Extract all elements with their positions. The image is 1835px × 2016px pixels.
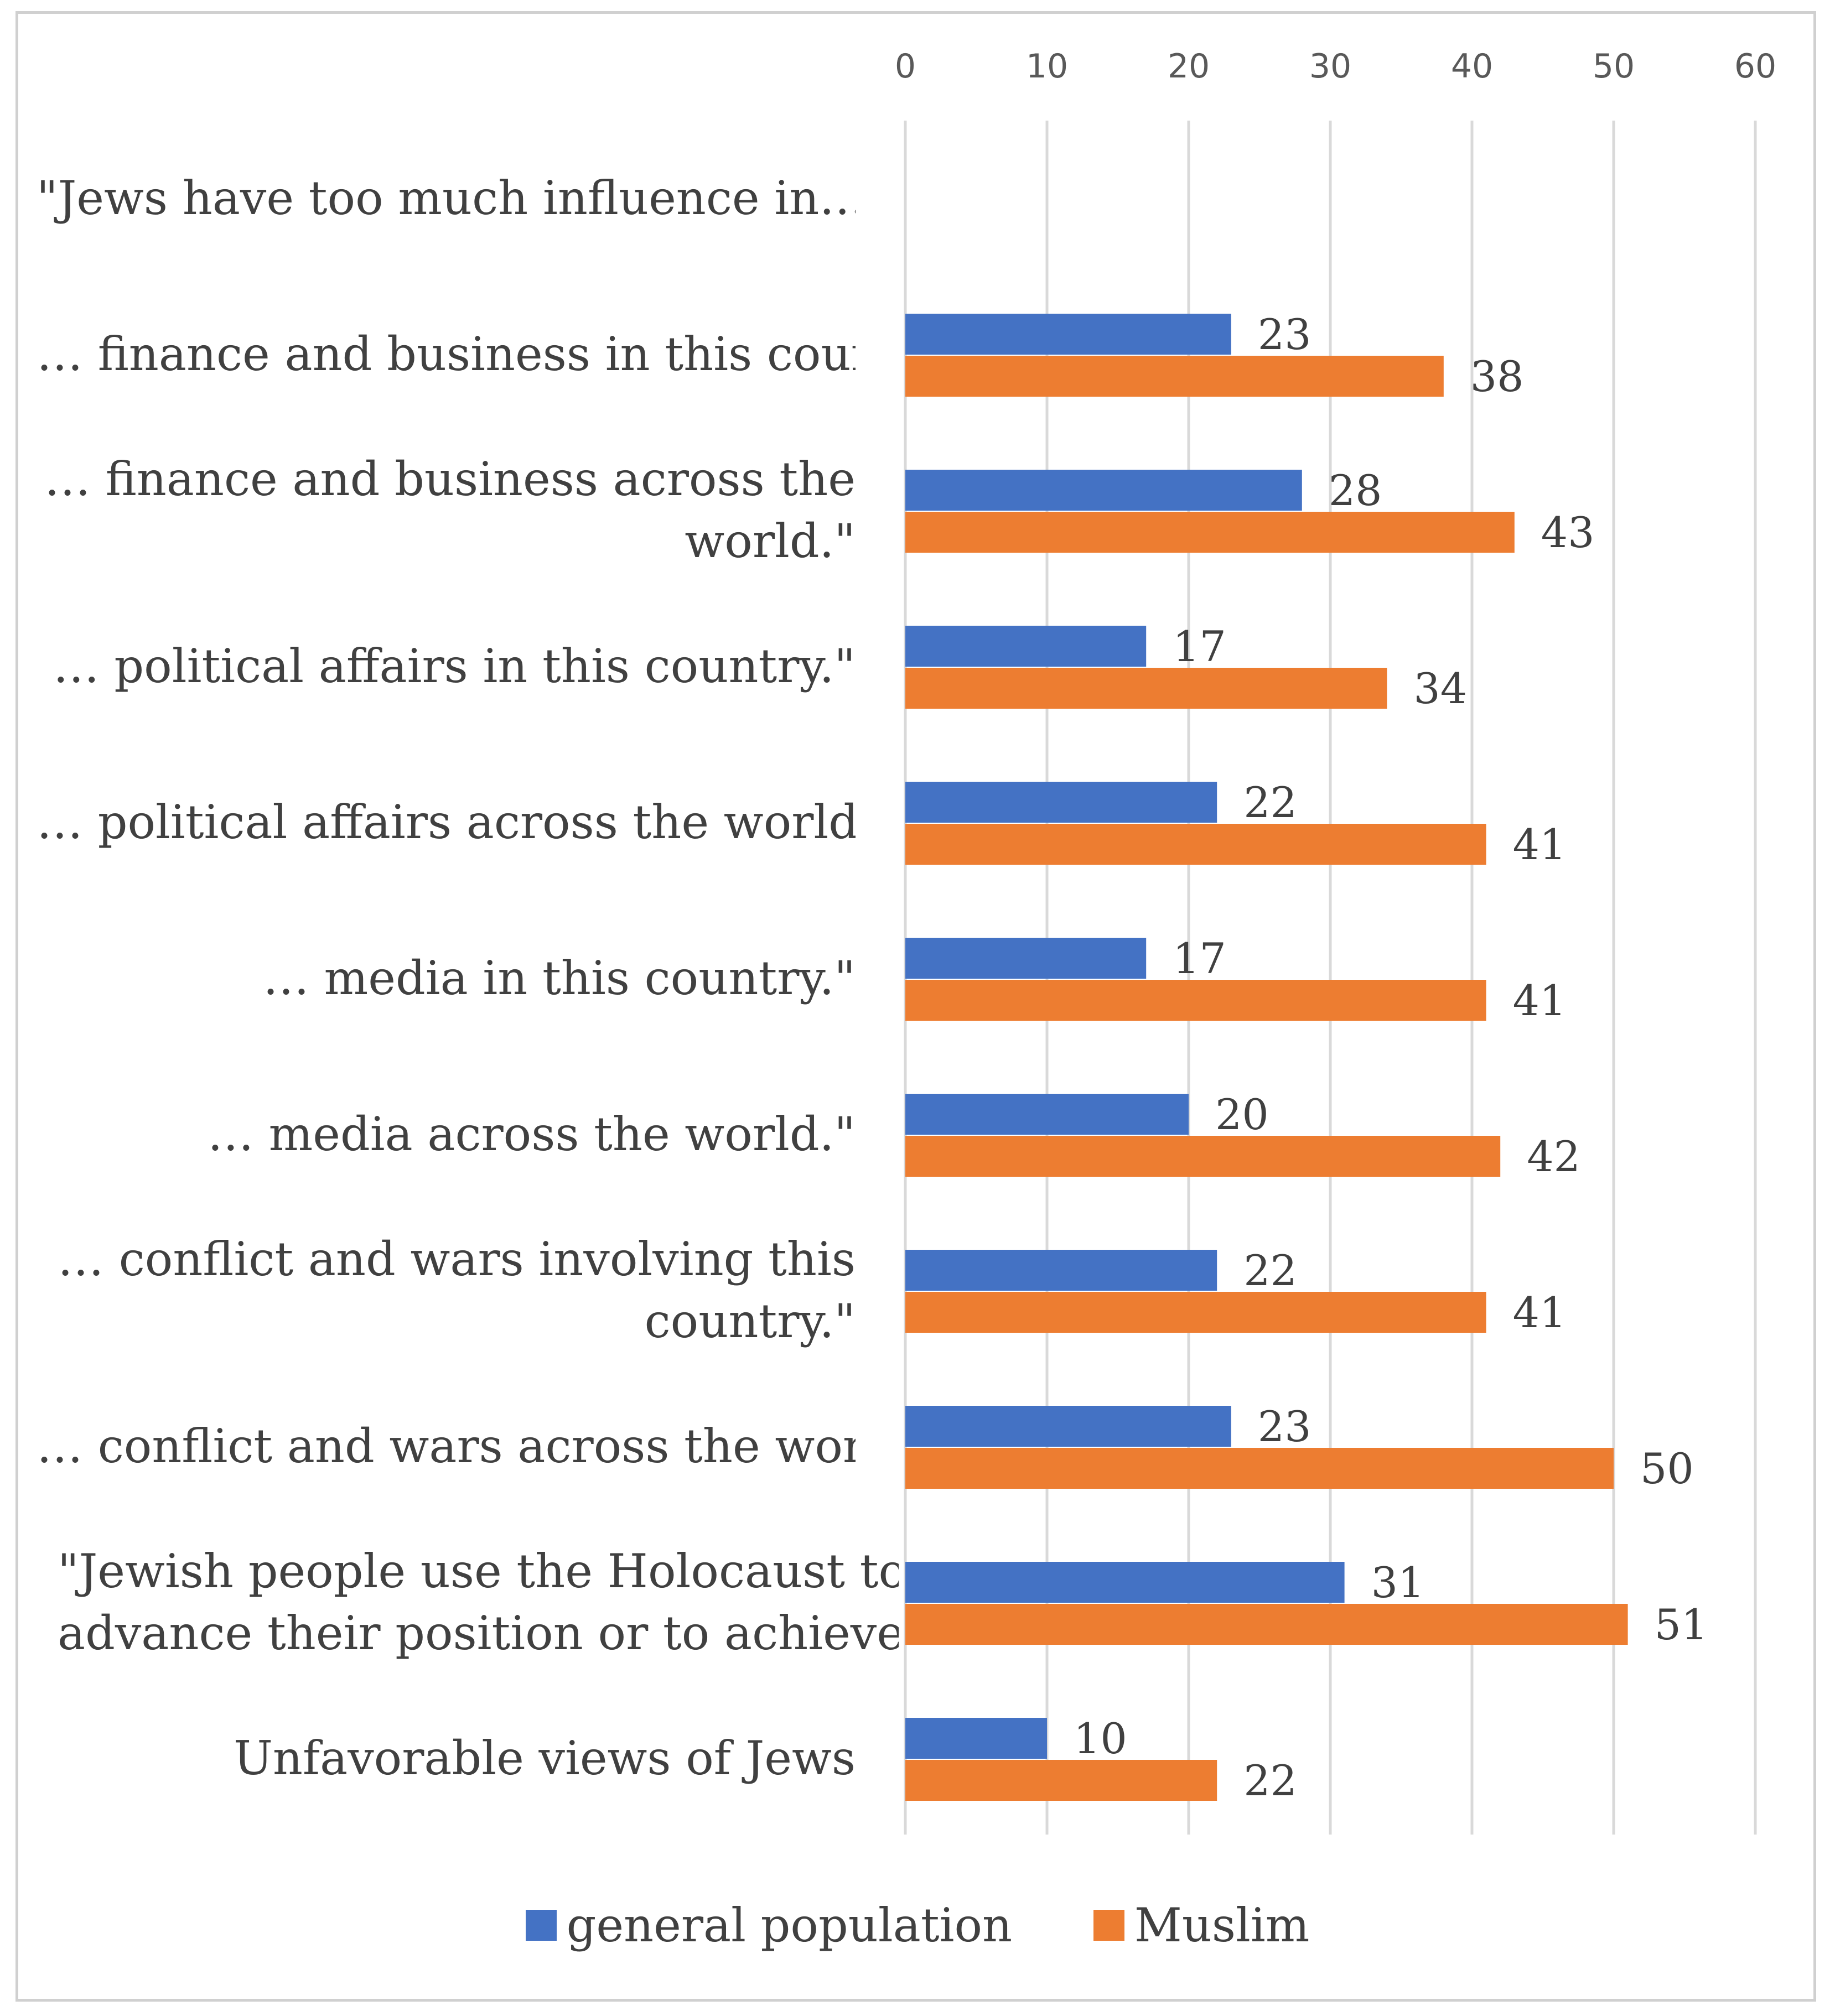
bar-general-population-2 <box>905 470 1302 511</box>
bar-general-population-8 <box>905 1406 1231 1447</box>
category-label-line: "Jewish people use the Holocaust to <box>58 1544 899 1598</box>
category-label-line: country." <box>644 1294 856 1348</box>
legend-item-general-population: general population <box>525 1898 1013 1952</box>
bars <box>905 314 1628 1801</box>
bar-muslim-8 <box>905 1448 1614 1489</box>
category-label-line: … finance and business across the <box>44 452 856 506</box>
bar-muslim-1 <box>905 356 1444 397</box>
category-label-1: … finance and business in this country" <box>37 323 856 385</box>
x-axis-ticks: 0 10 20 30 40 50 60 <box>895 47 1776 86</box>
category-label-6: … media across the world." <box>37 1103 856 1165</box>
legend-label-general-population: general population <box>566 1898 1013 1952</box>
category-label-line: world." <box>685 514 856 568</box>
data-label-muslim-4: 41 <box>1513 820 1567 869</box>
data-label-general-population-8: 23 <box>1258 1402 1312 1451</box>
gridlines <box>904 121 1757 1835</box>
data-label-muslim-9: 51 <box>1655 1600 1708 1649</box>
legend-swatch-muslim <box>1093 1910 1124 1941</box>
data-label-muslim-8: 50 <box>1640 1444 1694 1493</box>
data-label-general-population-4: 22 <box>1243 778 1297 827</box>
bar-general-population-6 <box>905 1094 1189 1135</box>
category-label-5: … media in this country." <box>37 947 856 1009</box>
x-tick-label-0: 0 <box>895 47 916 86</box>
category-label-line: … political affairs across the world." <box>37 795 856 849</box>
data-label-general-population-6: 20 <box>1215 1090 1269 1139</box>
bar-muslim-9 <box>905 1604 1628 1645</box>
x-tick-label-50: 50 <box>1593 47 1635 86</box>
data-label-muslim-1: 38 <box>1470 352 1524 401</box>
x-tick-label-40: 40 <box>1451 47 1493 86</box>
data-label-muslim-2: 43 <box>1541 508 1595 557</box>
data-label-muslim-10: 22 <box>1243 1756 1297 1805</box>
category-label-line: … conflict and wars involving this <box>58 1232 856 1286</box>
x-tick-label-10: 10 <box>1026 47 1068 86</box>
data-label-muslim-7: 41 <box>1513 1288 1567 1337</box>
bar-muslim-7 <box>905 1292 1486 1333</box>
bar-muslim-2 <box>905 512 1515 553</box>
bar-general-population-3 <box>905 626 1147 667</box>
category-label-line: … media across the world." <box>207 1107 856 1161</box>
category-label-3: … political affairs in this country." <box>37 635 856 697</box>
category-label-line: … media in this country." <box>262 951 856 1005</box>
data-label-general-population-2: 28 <box>1329 466 1382 515</box>
bar-general-population-1 <box>905 314 1231 355</box>
category-label-0: "Jews have too much influence in… <box>37 167 856 229</box>
bar-muslim-5 <box>905 980 1486 1021</box>
bar-muslim-10 <box>905 1760 1217 1801</box>
category-label-line: … conflict and wars across the world." <box>37 1419 856 1473</box>
x-tick-label-30: 30 <box>1309 47 1351 86</box>
data-label-muslim-6: 42 <box>1527 1132 1580 1181</box>
data-label-general-population-1: 23 <box>1258 310 1312 359</box>
category-label-line: "Jews have too much influence in… <box>37 171 856 225</box>
data-label-general-population-10: 10 <box>1074 1714 1127 1763</box>
category-label-7: … conflict and wars involving this countr… <box>37 1228 856 1352</box>
bar-general-population-10 <box>905 1718 1047 1759</box>
data-label-general-population-3: 17 <box>1173 622 1226 671</box>
bar-general-population-9 <box>905 1562 1345 1603</box>
legend-swatch-general-population <box>525 1910 557 1941</box>
legend: general population Muslim <box>0 1898 1835 1952</box>
data-label-general-population-5: 17 <box>1173 934 1226 983</box>
category-label-line: … political affairs in this country." <box>53 639 856 693</box>
bar-muslim-6 <box>905 1136 1501 1177</box>
legend-item-muslim: Muslim <box>1093 1898 1310 1952</box>
bar-muslim-4 <box>905 824 1486 865</box>
category-label-9: "Jewish people use the Holocaust to advan… <box>58 1540 899 1664</box>
category-label-line: … finance and business in this country" <box>37 327 856 381</box>
data-label-general-population-7: 22 <box>1243 1246 1297 1295</box>
category-label-4: … political affairs across the world." <box>37 791 856 853</box>
x-tick-label-60: 60 <box>1734 47 1776 86</box>
data-label-general-population-9: 31 <box>1371 1558 1425 1607</box>
category-label-2: … finance and business across the world." <box>37 448 856 572</box>
bar-general-population-5 <box>905 938 1147 979</box>
data-labels: 23 28 17 22 17 20 22 23 31 10 38 43 34 41 41 42 41 50 51 22 <box>1074 310 1708 1805</box>
data-label-muslim-5: 41 <box>1513 976 1567 1025</box>
bar-general-population-4 <box>905 782 1217 823</box>
legend-label-muslim: Muslim <box>1134 1898 1310 1952</box>
bar-general-population-7 <box>905 1250 1217 1291</box>
category-label-line: Unfavorable views of Jews <box>234 1731 856 1785</box>
category-label-8: … conflict and wars across the world." <box>37 1415 856 1477</box>
category-label-10: Unfavorable views of Jews <box>37 1727 856 1789</box>
data-label-muslim-3: 34 <box>1413 664 1467 713</box>
bar-muslim-3 <box>905 668 1387 709</box>
category-label-line: advance their position or to achieve… <box>58 1606 899 1660</box>
x-tick-label-20: 20 <box>1168 47 1210 86</box>
